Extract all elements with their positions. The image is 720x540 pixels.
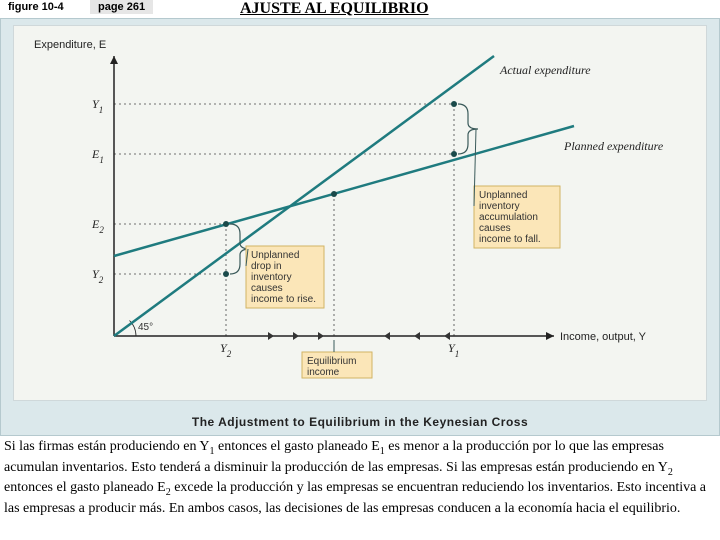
figure-label: figure 10-4: [4, 0, 68, 14]
figure-caption: The Adjustment to Equilibrium in the Key…: [13, 415, 707, 429]
slide-title: AJUSTE AL EQUILIBRIO: [240, 0, 429, 18]
svg-text:Unplanned: Unplanned: [251, 250, 299, 261]
svg-text:income to rise.: income to rise.: [251, 294, 316, 305]
keynesian-cross-chart: 45°Unplanneddrop ininventorycausesincome…: [14, 26, 708, 402]
actual-expenditure-label: Actual expenditure: [499, 63, 591, 77]
x-axis-label: Income, output, Y: [560, 331, 647, 343]
svg-text:Y1: Y1: [92, 97, 103, 115]
svg-text:Y2: Y2: [92, 267, 104, 285]
svg-text:E1: E1: [91, 147, 104, 165]
planned-expenditure-label: Planned expenditure: [563, 139, 664, 153]
svg-text:accumulation: accumulation: [479, 212, 538, 223]
svg-text:45°: 45°: [138, 322, 153, 333]
svg-text:Equilibrium: Equilibrium: [307, 356, 356, 367]
svg-text:income: income: [307, 367, 340, 378]
svg-text:income to fall.: income to fall.: [479, 234, 541, 245]
diagram-panel: 45°Unplanneddrop ininventorycausesincome…: [0, 18, 720, 436]
svg-text:Y1: Y1: [448, 341, 459, 359]
svg-text:E2: E2: [91, 217, 104, 235]
svg-text:causes: causes: [479, 223, 511, 234]
svg-text:drop in: drop in: [251, 261, 282, 272]
svg-text:Unplanned: Unplanned: [479, 190, 527, 201]
page-number: page 261: [90, 0, 153, 14]
page-root: figure 10-4 page 261 AJUSTE AL EQUILIBRI…: [0, 0, 720, 540]
explanation-text: Si las firmas están produciendo en Y1 en…: [4, 438, 716, 518]
svg-text:causes: causes: [251, 283, 283, 294]
svg-text:Y2: Y2: [220, 341, 232, 359]
svg-text:inventory: inventory: [251, 272, 292, 283]
chart-canvas: 45°Unplanneddrop ininventorycausesincome…: [13, 25, 707, 401]
svg-text:inventory: inventory: [479, 201, 520, 212]
y-axis-label: Expenditure, E: [34, 39, 106, 51]
